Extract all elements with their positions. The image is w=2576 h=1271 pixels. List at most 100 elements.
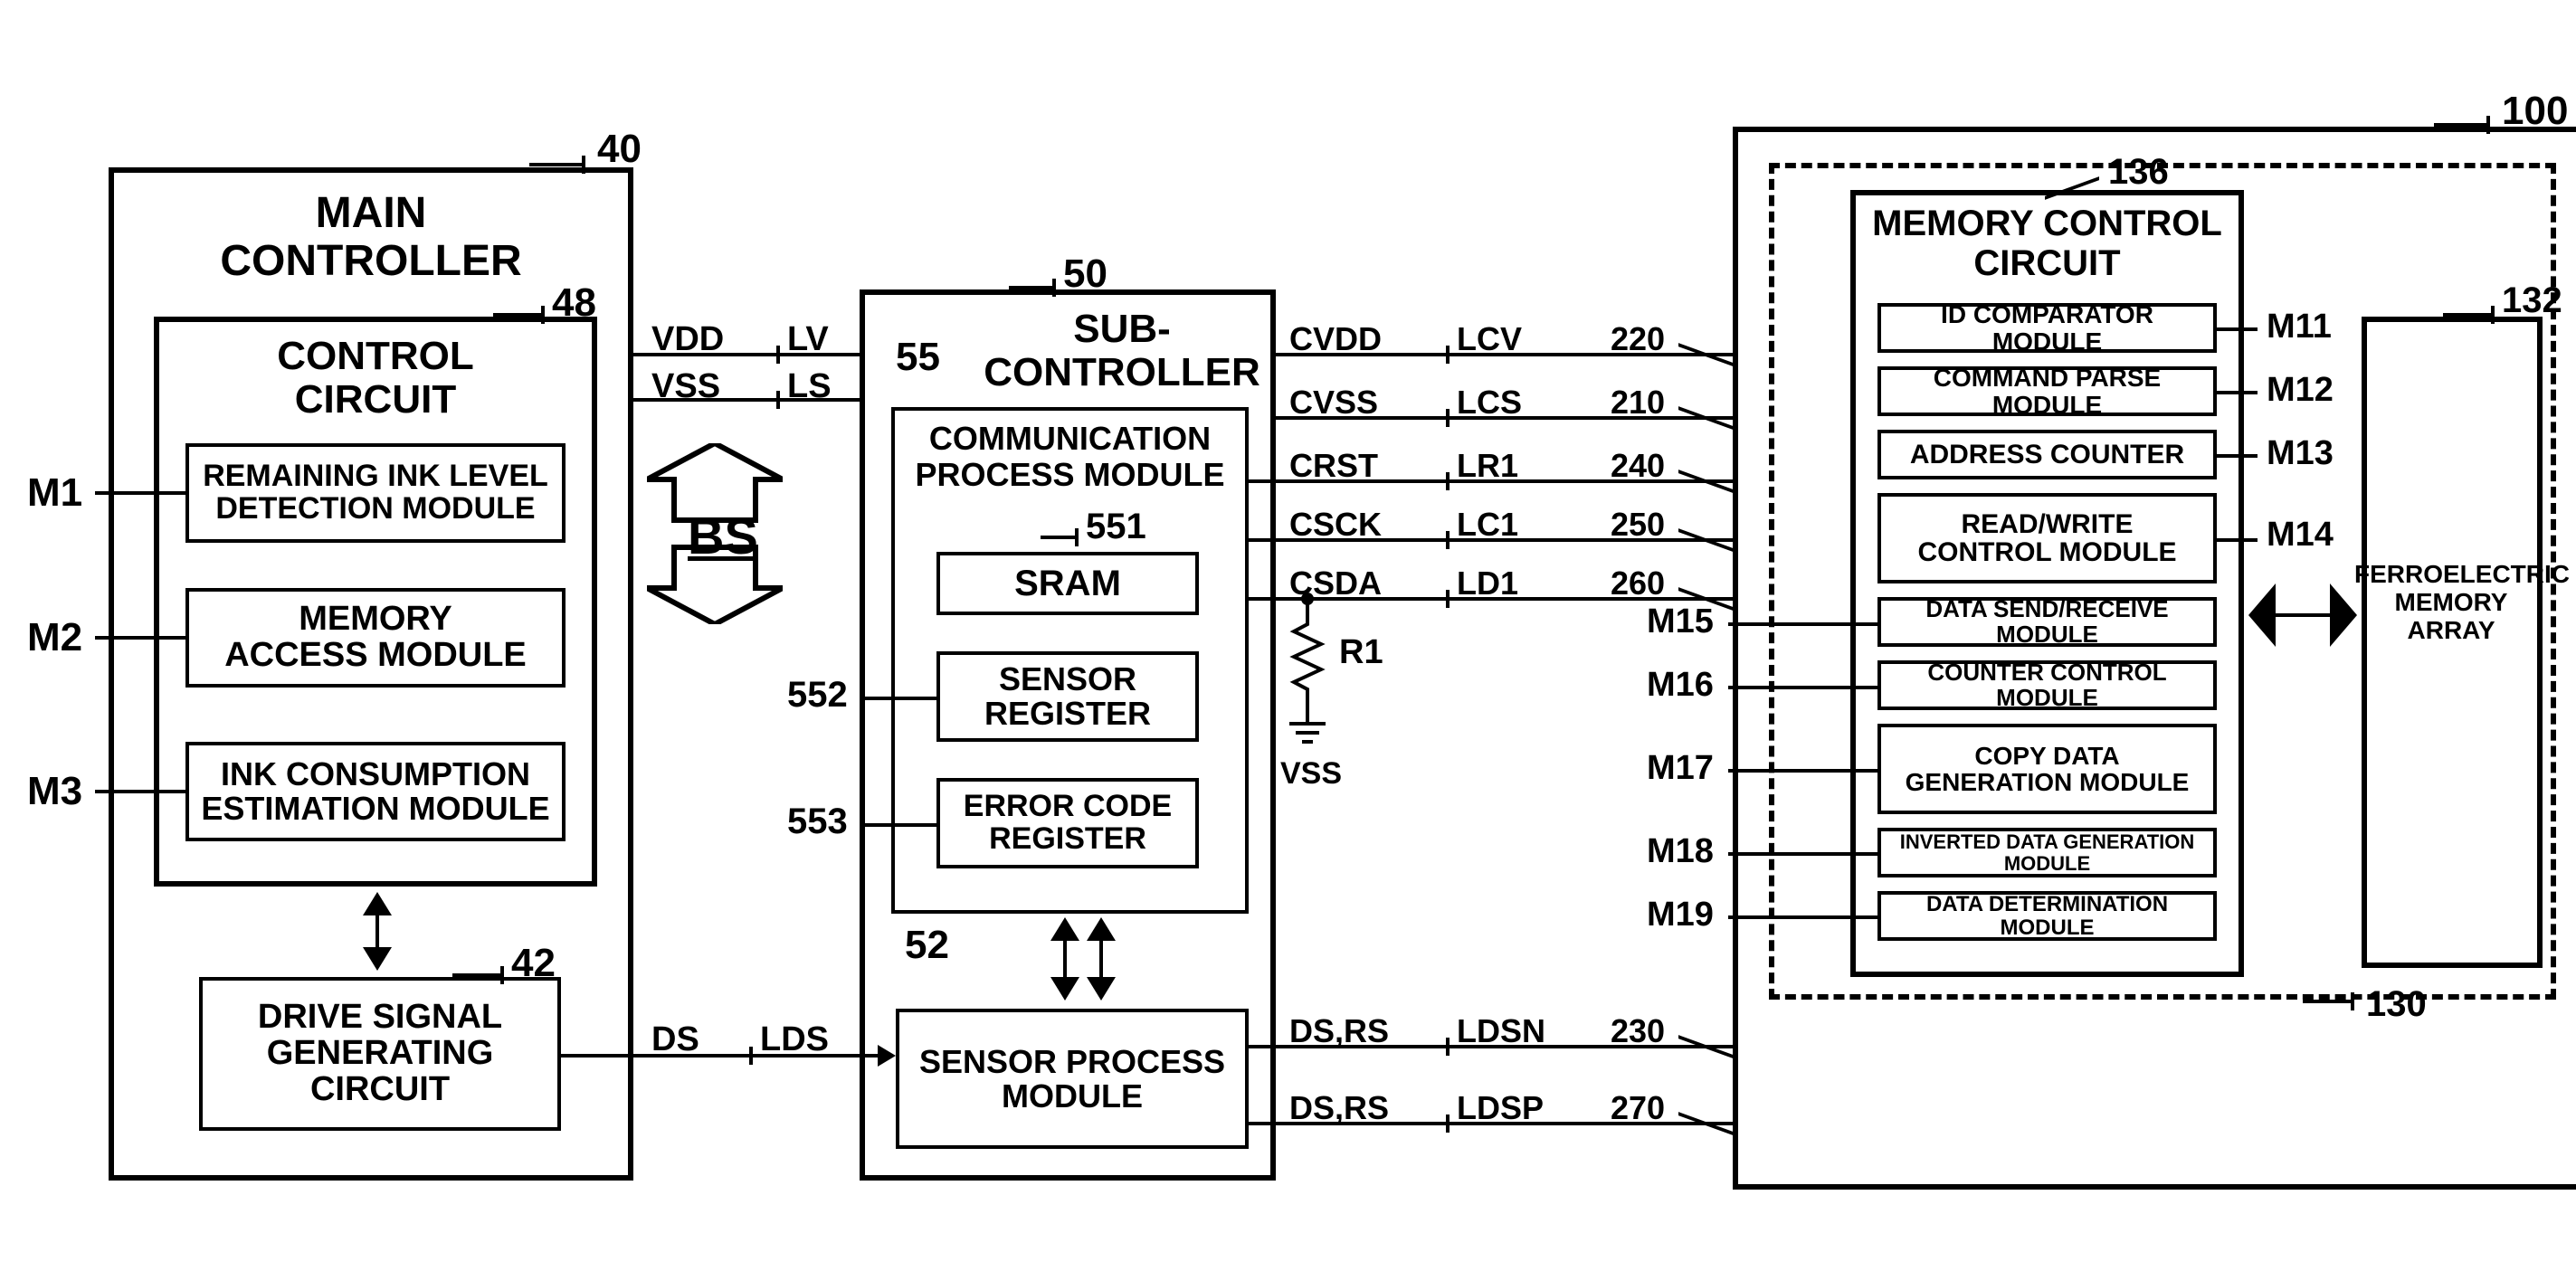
leader-m18 xyxy=(1728,852,1877,856)
ref-136: 136 xyxy=(2108,152,2169,193)
ref-55: 55 xyxy=(896,335,940,380)
ref-551: 551 xyxy=(1086,507,1146,547)
m18-box: INVERTED DATA GENERATION MODULE xyxy=(1877,828,2217,877)
leader-m15 xyxy=(1728,622,1877,626)
ref-132: 132 xyxy=(2502,280,2562,321)
ref-40: 40 xyxy=(597,127,642,172)
m16-box: COUNTER CONTROL MODULE xyxy=(1877,660,2217,710)
leader-m1 xyxy=(95,491,185,495)
term-230: 230 xyxy=(1611,1012,1665,1050)
leader-m2 xyxy=(95,636,185,640)
crst-sig: CRST xyxy=(1289,447,1378,485)
m19-box: DATA DETERMINATION MODULE xyxy=(1877,891,2217,941)
bs-label: BS xyxy=(688,507,758,565)
cvss-sig: CVSS xyxy=(1289,384,1378,422)
label-m18: M18 xyxy=(1647,832,1714,871)
hook-lds xyxy=(715,1054,751,1058)
ds-arrow xyxy=(878,1045,896,1067)
sub-controller-title: SUB- CONTROLLER xyxy=(977,308,1267,395)
hook-lcv xyxy=(1412,353,1448,356)
comm-to-sensor-arrow xyxy=(1063,941,1067,977)
sensor-process-box: SENSOR PROCESS MODULE xyxy=(896,1009,1249,1149)
ref-hook-130 xyxy=(2303,1000,2353,1003)
mem-bus xyxy=(2276,583,2330,647)
ref-553: 553 xyxy=(787,801,848,842)
ldsp-sig: DS,RS xyxy=(1289,1089,1389,1127)
label-m15: M15 xyxy=(1647,602,1714,641)
hook-ls xyxy=(742,398,778,402)
ref-42: 42 xyxy=(511,941,556,986)
leader-m11 xyxy=(2217,327,2258,331)
leader-m13 xyxy=(2217,454,2258,458)
memory-control-title: MEMORY CONTROL CIRCUIT xyxy=(1868,204,2226,283)
leader-m17 xyxy=(1728,769,1877,773)
ref-52: 52 xyxy=(905,923,949,968)
term-220: 220 xyxy=(1611,320,1665,358)
sram-box: SRAM xyxy=(936,552,1199,615)
ldsn-sig: DS,RS xyxy=(1289,1012,1389,1050)
cvdd-bus: LCV xyxy=(1457,320,1522,358)
vss-bus: LS xyxy=(787,367,832,406)
label-m12: M12 xyxy=(2267,371,2334,410)
crst-bus: LR1 xyxy=(1457,447,1518,485)
label-m3: M3 xyxy=(27,769,82,814)
r1-top xyxy=(1306,599,1309,617)
ldsp-bus: LDSP xyxy=(1457,1089,1544,1127)
ref-hook-48 xyxy=(493,313,543,317)
hook-ld1 xyxy=(1412,597,1448,601)
ref-hook-42 xyxy=(452,973,502,977)
ref-hook-132 xyxy=(2443,313,2493,317)
ref-50: 50 xyxy=(1063,251,1107,297)
label-m13: M13 xyxy=(2267,434,2334,473)
r1-label: R1 xyxy=(1339,633,1383,672)
m15-box: DATA SEND/RECEIVE MODULE xyxy=(1877,597,2217,647)
ds-bus: LDS xyxy=(760,1020,829,1059)
leader-m3 xyxy=(95,790,185,793)
ref-hook-40 xyxy=(529,163,584,166)
m11-box: ID COMPARATOR MODULE xyxy=(1877,303,2217,353)
term-270: 270 xyxy=(1611,1089,1665,1127)
gnd-icon xyxy=(1289,722,1326,758)
cvss-bus: LCS xyxy=(1457,384,1522,422)
ds-sig: DS xyxy=(651,1020,699,1059)
vss-gnd-label: VSS xyxy=(1280,756,1342,792)
hook-lr1 xyxy=(1412,479,1448,483)
hook-ldsp xyxy=(1412,1122,1448,1125)
label-m16: M16 xyxy=(1647,666,1714,705)
label-m1: M1 xyxy=(27,470,82,516)
sensor-register-box: SENSOR REGISTER xyxy=(936,651,1199,742)
label-m2: M2 xyxy=(27,615,82,660)
vdd-bus: LV xyxy=(787,320,829,359)
hook-ldsn xyxy=(1412,1045,1448,1048)
term-250: 250 xyxy=(1611,506,1665,544)
term-210: 210 xyxy=(1611,384,1665,422)
vdd-sig: VDD xyxy=(651,320,724,359)
ink-consumption-module: INK CONSUMPTION ESTIMATION MODULE xyxy=(185,742,566,841)
comm-process-title: COMMUNICATION PROCESS MODULE xyxy=(905,421,1235,492)
error-code-register-box: ERROR CODE REGISTER xyxy=(936,778,1199,868)
ldsn-bus: LDSN xyxy=(1457,1012,1545,1050)
ref-48: 48 xyxy=(552,280,596,326)
label-m19: M19 xyxy=(1647,896,1714,934)
ref-130: 130 xyxy=(2366,984,2427,1025)
hook-lcs xyxy=(1412,416,1448,420)
m17-box: COPY DATA GENERATION MODULE xyxy=(1877,724,2217,814)
csck-bus: LC1 xyxy=(1457,506,1518,544)
resistor-r1-icon xyxy=(1289,615,1326,697)
diagram-canvas: 40 MAIN CONTROLLER 48 CONTROL CIRCUIT RE… xyxy=(18,18,2576,1253)
control-circuit-title: CONTROL CIRCUIT xyxy=(199,335,552,422)
ref-552: 552 xyxy=(787,675,848,716)
ref-hook-551 xyxy=(1041,536,1077,539)
memory-access-module: MEMORY ACCESS MODULE xyxy=(185,588,566,688)
csck-sig: CSCK xyxy=(1289,506,1382,544)
leader-m19 xyxy=(1728,915,1877,919)
cvdd-sig: CVDD xyxy=(1289,320,1382,358)
m12-box: COMMAND PARSE MODULE xyxy=(1877,366,2217,416)
csda-bus: LD1 xyxy=(1457,564,1518,602)
ref-hook-100 xyxy=(2434,123,2488,127)
memory-array-title: FERROELECTRIC MEMORY ARRAY xyxy=(2354,561,2548,644)
remaining-ink-module: REMAINING INK LEVEL DETECTION MODULE xyxy=(185,443,566,543)
label-m17: M17 xyxy=(1647,749,1714,788)
m14-box: READ/WRITE CONTROL MODULE xyxy=(1877,493,2217,583)
leader-m16 xyxy=(1728,686,1877,689)
